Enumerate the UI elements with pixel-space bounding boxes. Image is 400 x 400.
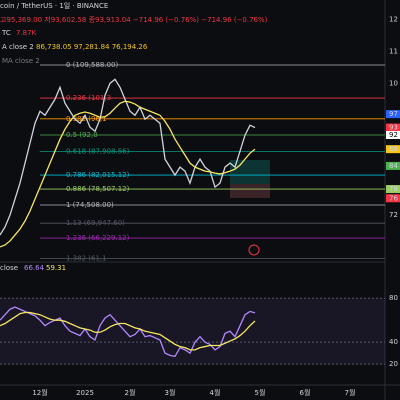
ma-label: MA close 2 [2,57,40,65]
x-axis-label: 7월 [345,388,356,397]
price-axis-label: 88 [389,145,398,153]
rsi-band [0,298,385,365]
price-tag [386,145,400,154]
rsi-axis-label: 20 [389,360,398,368]
series-line [0,306,256,358]
rsi-axis-label: 80 [389,294,398,302]
price-tag [386,161,400,170]
price-axis-label: 10 [389,79,398,87]
x-axis-label: 5월 [255,388,266,397]
stop-box [230,184,270,198]
fib-label: 0.236 (101,3 [66,94,111,102]
price-axis-label: 72 [389,211,398,219]
price-tag [386,131,400,140]
price-axis-label: 92 [389,131,398,139]
x-axis-label: 3월 [165,388,176,397]
price-axis-label: 12 [389,15,398,23]
price-axis-label: 84 [389,162,398,170]
volume-label: TC [1,29,11,37]
price-axis-label: 97 [389,110,398,118]
price-tag [386,185,400,194]
rsi-value: 66.64 [24,264,45,272]
fib-label: 1 (74,508.00) [66,201,114,209]
rsi-plot [0,297,385,365]
rsi-label: close [0,264,18,272]
fib-label: 0.786 (82,015.12) [66,171,130,179]
price-tag [386,194,400,203]
x-axis-label: 12월 [32,388,47,397]
price-axis-label: 11 [389,47,398,55]
price-axis-label: 78 [389,185,398,193]
rsi-axis-label: 40 [389,338,398,346]
fib-label: 1.236 (66,229.12) [66,234,130,242]
price-plot [0,78,256,248]
rsi-ma-value: 59.31 [46,264,66,272]
price-tag [386,110,400,119]
price-tag [386,123,400,132]
fib-label: 0 (109,588.00) [66,61,118,69]
fib-label: 0.618 (87,908.56) [66,148,130,156]
x-axis-label: 2025 [76,389,94,397]
bb-values: 86,738.05 97,281.84 76,194.26 [36,43,148,51]
series-line [0,100,256,248]
price-axis-label: 93 [389,124,398,132]
bb-label: A close 2 [2,43,34,51]
symbol: coin / TetherUS · 1일 · BINANCE [0,1,108,10]
fib-label: 0.886 (78,507.12) [66,185,130,193]
x-axis-label: 2월 [125,388,136,397]
fib-label: 0.5 (92,0 [66,131,98,139]
series-line [0,78,256,236]
series-line [0,311,256,351]
volume-value: 7.87K [16,29,37,37]
fib-label: 1.382 (61,1 [66,255,107,263]
x-axis-label: 6월 [300,388,311,397]
ohlc: 고95,369.00 저93,602.58 종93,913.04 −714.96… [0,15,268,24]
fib-label: 1.13 (69,947.60) [66,219,125,227]
price-axis-label: 76 [389,194,398,202]
alert-icon[interactable] [248,244,260,256]
x-axis-label: 4월 [210,388,221,397]
